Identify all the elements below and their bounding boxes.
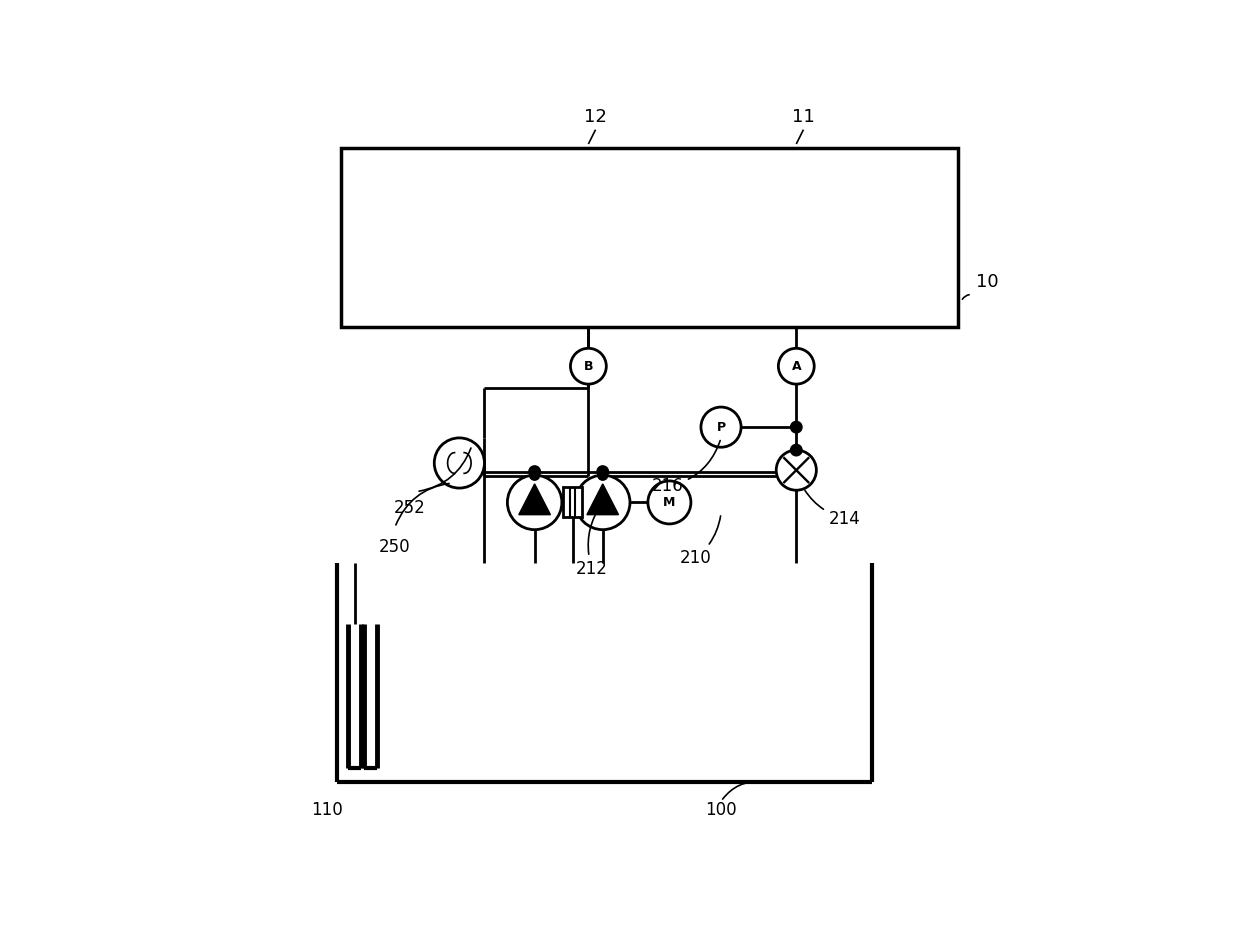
- Text: 100: 100: [705, 802, 737, 819]
- Circle shape: [434, 438, 484, 488]
- Text: 216: 216: [652, 440, 720, 495]
- Circle shape: [597, 470, 608, 480]
- Text: 110: 110: [311, 802, 343, 819]
- Bar: [564, 487, 582, 517]
- Circle shape: [778, 348, 814, 385]
- Polygon shape: [519, 484, 550, 515]
- Text: 210: 210: [680, 516, 721, 567]
- Polygon shape: [587, 484, 618, 515]
- Text: B: B: [584, 359, 593, 372]
- Text: 250: 250: [379, 538, 410, 556]
- Text: P: P: [716, 421, 726, 434]
- Text: 212: 212: [576, 505, 608, 578]
- Circle shape: [790, 422, 802, 433]
- Text: 252: 252: [393, 499, 425, 517]
- Circle shape: [575, 475, 629, 530]
- Circle shape: [776, 450, 817, 491]
- Circle shape: [570, 348, 606, 385]
- Circle shape: [701, 407, 741, 447]
- Text: 214: 214: [805, 491, 860, 528]
- Circle shape: [529, 470, 540, 480]
- Text: 12: 12: [584, 108, 607, 126]
- Circle shape: [790, 444, 802, 456]
- Circle shape: [508, 475, 561, 530]
- Text: M: M: [663, 496, 675, 509]
- Bar: [341, 148, 958, 327]
- Circle shape: [529, 466, 540, 478]
- Circle shape: [597, 466, 608, 478]
- Text: A: A: [792, 359, 802, 372]
- Text: 10: 10: [975, 273, 999, 290]
- Circle shape: [648, 481, 691, 524]
- Text: 11: 11: [792, 108, 815, 126]
